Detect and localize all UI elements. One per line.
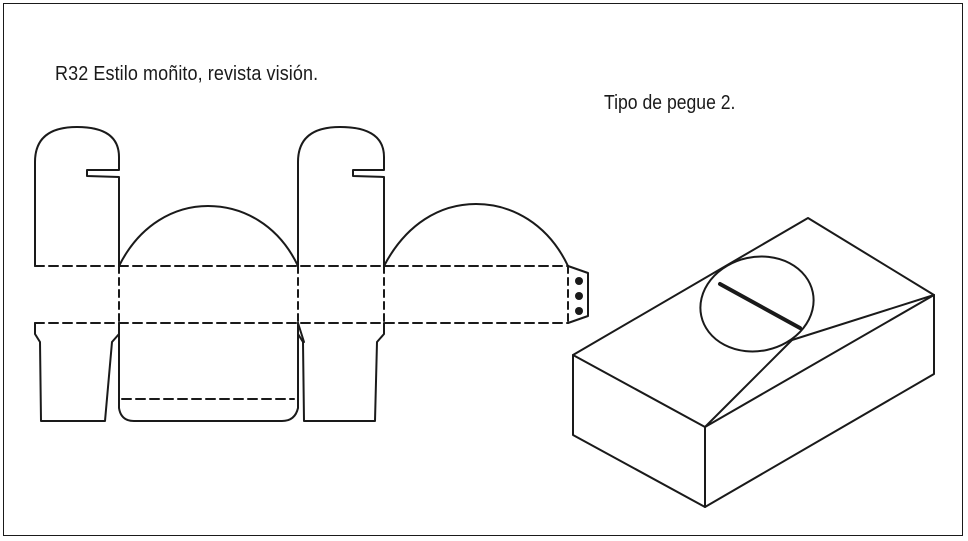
bottom-panel (118, 322, 299, 422)
top-flap-edge (791, 294, 935, 341)
box-front-face (572, 354, 706, 508)
glue-type-label: Tipo de pegue 2. (604, 92, 736, 114)
bow-slot (718, 282, 802, 330)
center-arch-flap (118, 205, 299, 267)
glue-dot (575, 292, 583, 300)
left-end-panel (34, 126, 120, 422)
die-cut-pattern (34, 126, 589, 422)
box-side-face (704, 294, 935, 508)
right-end-panel (297, 126, 385, 422)
figure-title: R32 Estilo moñito, revista visión. (55, 63, 319, 85)
right-arch-flap (383, 203, 569, 267)
fold-bevel (297, 322, 305, 343)
assembled-box (572, 217, 935, 508)
bow-oval (699, 255, 815, 353)
glue-dot (575, 277, 583, 285)
box-top-face (572, 217, 935, 428)
top-flap-diagonal (704, 339, 793, 428)
glue-dot (575, 307, 583, 315)
glue-flap (567, 265, 589, 324)
figure-frame (3, 3, 963, 536)
